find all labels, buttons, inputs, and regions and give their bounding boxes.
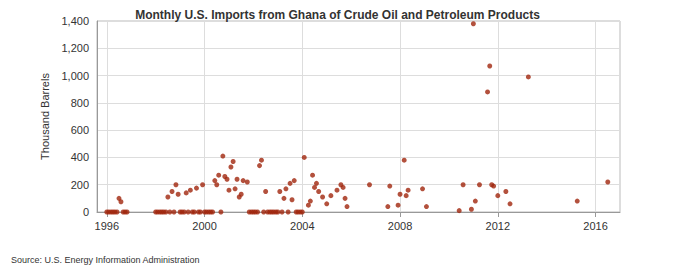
svg-text:Monthly U.S. Imports from Ghan: Monthly U.S. Imports from Ghana of Crude… [135,8,540,22]
svg-text:Thousand Barrels: Thousand Barrels [39,73,51,160]
svg-text:1996: 1996 [95,220,119,232]
svg-text:400: 400 [71,151,89,163]
svg-text:2012: 2012 [486,220,510,232]
svg-text:1,200: 1,200 [61,42,89,54]
svg-text:200: 200 [71,179,89,191]
svg-text:2016: 2016 [583,220,607,232]
svg-text:1,400: 1,400 [61,15,89,27]
svg-text:800: 800 [71,97,89,109]
svg-text:2004: 2004 [290,220,314,232]
svg-text:600: 600 [71,124,89,136]
svg-text:2000: 2000 [192,220,216,232]
svg-text:0: 0 [83,206,89,218]
svg-text:2008: 2008 [388,220,412,232]
svg-text:Source: U.S. Energy Informatio: Source: U.S. Energy Information Administ… [11,255,200,265]
svg-text:1,000: 1,000 [61,70,89,82]
